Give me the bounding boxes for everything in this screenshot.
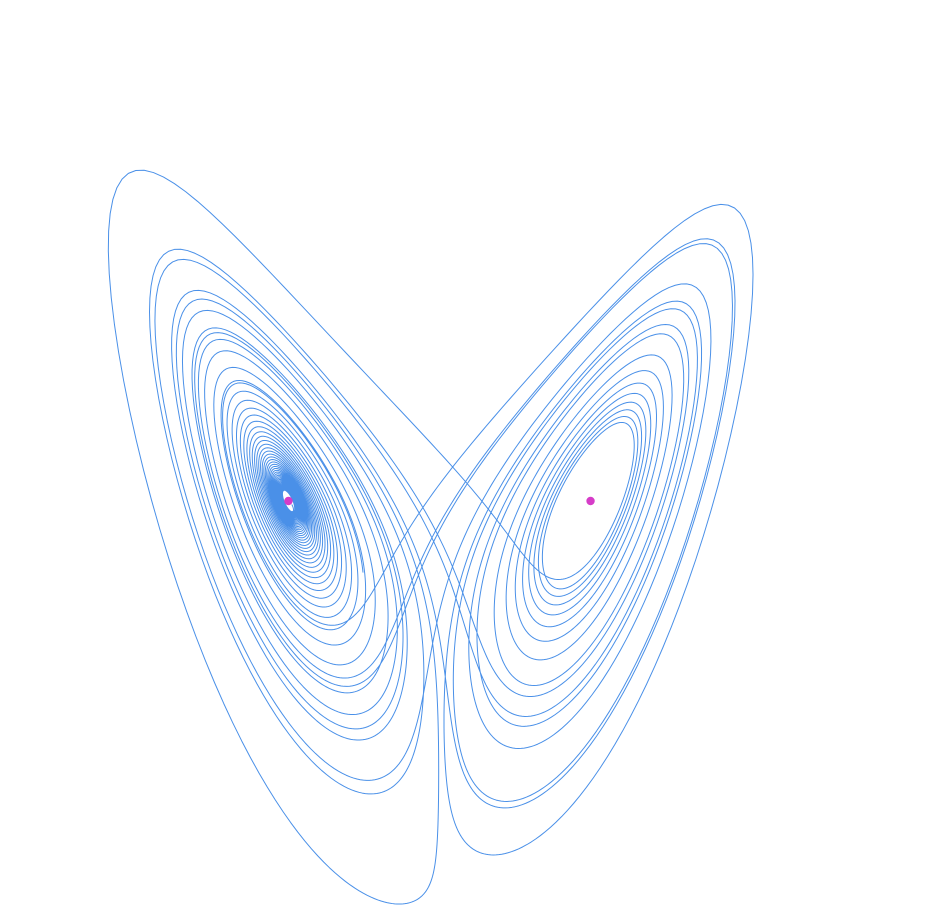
- fixed-point-left: [284, 496, 293, 506]
- fixed-point-right: [586, 496, 595, 506]
- fixed-point-layer: [284, 496, 595, 506]
- trajectory-layer: [107, 169, 754, 905]
- trajectory-path: [107, 169, 754, 905]
